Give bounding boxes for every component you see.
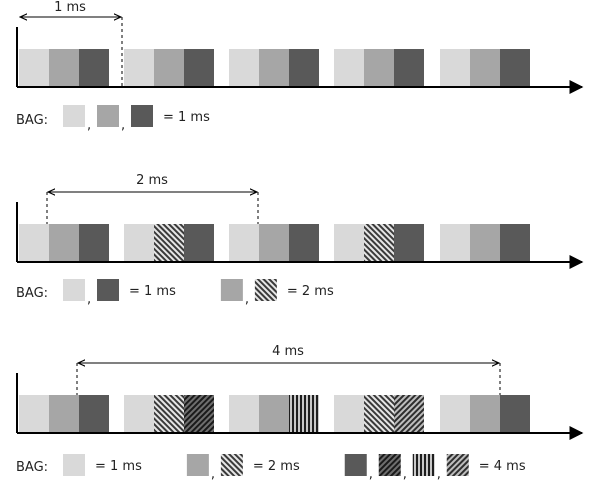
medium-gray-frame	[364, 49, 394, 86]
dark-gray-frame	[500, 49, 530, 86]
dark-gray-frame	[184, 224, 214, 261]
medium-gray-frame	[154, 49, 184, 86]
medium-gray-frame	[470, 395, 500, 432]
legend-separator: ,	[369, 467, 373, 482]
panel-1: 1 ms BAG: , , = 1 ms	[16, 0, 584, 133]
light-gray-frame	[334, 395, 364, 432]
light-gray-frame	[229, 49, 259, 86]
legend-swatch-medium-gray-frame	[97, 105, 119, 127]
dark-gray-frame	[79, 49, 109, 86]
frame-blocks	[19, 395, 530, 432]
dark-gray-frame	[79, 395, 109, 432]
legend-swatch-diagonal-hatched-frame	[220, 454, 243, 476]
dark-forward-hatched-frame	[184, 395, 214, 432]
light-gray-frame	[124, 224, 154, 261]
bag-legend: = 1 ms, = 2 ms,, , = 4 ms	[63, 454, 526, 482]
medium-gray-frame	[49, 395, 79, 432]
forward-hatched-frame	[394, 395, 424, 432]
medium-gray-frame	[49, 224, 79, 261]
bag-legend: , = 1 ms, = 2 ms	[63, 279, 334, 307]
legend-swatch-light-gray-frame	[63, 279, 85, 301]
light-gray-frame	[19, 395, 49, 432]
frame-blocks	[19, 224, 530, 261]
legend-swatch-vertical-striped-frame	[412, 454, 435, 476]
medium-gray-frame	[259, 224, 289, 261]
legend-swatch-dark-gray-frame	[344, 454, 367, 476]
light-gray-frame	[124, 395, 154, 432]
light-gray-frame	[19, 224, 49, 261]
light-gray-frame	[440, 224, 470, 261]
bag-prefix: BAG:	[16, 286, 48, 301]
legend-swatch-light-gray-frame	[63, 454, 85, 476]
dark-gray-frame	[184, 49, 214, 86]
medium-gray-frame	[259, 49, 289, 86]
dark-gray-frame	[289, 49, 319, 86]
legend-swatch-light-gray-frame	[63, 105, 85, 127]
diagonal-hatched-frame	[364, 224, 394, 261]
interval-label: 1 ms	[54, 0, 86, 15]
legend-swatch-medium-gray-frame	[186, 454, 209, 476]
dark-gray-frame	[289, 224, 319, 261]
dark-gray-frame	[394, 224, 424, 261]
dark-gray-frame	[500, 224, 530, 261]
legend-separator: ,	[87, 118, 91, 133]
legend-separator: ,	[211, 467, 215, 482]
legend-separator: ,	[121, 118, 125, 133]
legend-swatch-dark-gray-frame	[131, 105, 153, 127]
diagonal-hatched-frame	[364, 395, 394, 432]
legend-swatch-dark-gray-frame	[97, 279, 119, 301]
light-gray-frame	[229, 224, 259, 261]
vertical-striped-frame	[289, 395, 319, 432]
dark-gray-frame	[500, 395, 530, 432]
legend-label: = 2 ms	[287, 284, 334, 299]
light-gray-frame	[440, 395, 470, 432]
legend-label: = 2 ms	[253, 459, 300, 474]
diagonal-hatched-frame	[154, 395, 184, 432]
diagonal-hatched-frame	[154, 224, 184, 261]
bag-legend: , , = 1 ms	[63, 105, 210, 133]
interval-label: 4 ms	[272, 344, 304, 359]
light-gray-frame	[229, 395, 259, 432]
legend-label: = 1 ms	[95, 459, 142, 474]
panel-3: 4 ms BAG: = 1 ms, = 2 ms,, , = 4 ms	[16, 344, 584, 482]
legend-label: = 1 ms	[163, 110, 210, 125]
light-gray-frame	[19, 49, 49, 86]
medium-gray-frame	[259, 395, 289, 432]
legend-swatch-diagonal-hatched-frame	[254, 279, 277, 301]
light-gray-frame	[124, 49, 154, 86]
frame-blocks	[19, 49, 530, 86]
legend-label: = 4 ms	[479, 459, 526, 474]
medium-gray-frame	[470, 224, 500, 261]
bag-prefix: BAG:	[16, 460, 48, 475]
interval-label: 2 ms	[136, 173, 168, 188]
legend-separator: ,	[437, 467, 441, 482]
light-gray-frame	[440, 49, 470, 86]
legend-separator: ,	[245, 292, 249, 307]
medium-gray-frame	[49, 49, 79, 86]
legend-label: = 1 ms	[129, 284, 176, 299]
legend-separator: ,	[403, 467, 407, 482]
light-gray-frame	[334, 224, 364, 261]
legend-swatch-dark-forward-hatched-frame	[378, 454, 401, 476]
light-gray-frame	[334, 49, 364, 86]
dark-gray-frame	[394, 49, 424, 86]
panel-2: 2 ms BAG: , = 1 ms, = 2 ms	[16, 173, 584, 307]
medium-gray-frame	[470, 49, 500, 86]
legend-separator: ,	[87, 292, 91, 307]
bag-prefix: BAG:	[16, 113, 48, 128]
legend-swatch-medium-gray-frame	[220, 279, 243, 301]
dark-gray-frame	[79, 224, 109, 261]
legend-swatch-forward-hatched-frame	[446, 454, 469, 476]
